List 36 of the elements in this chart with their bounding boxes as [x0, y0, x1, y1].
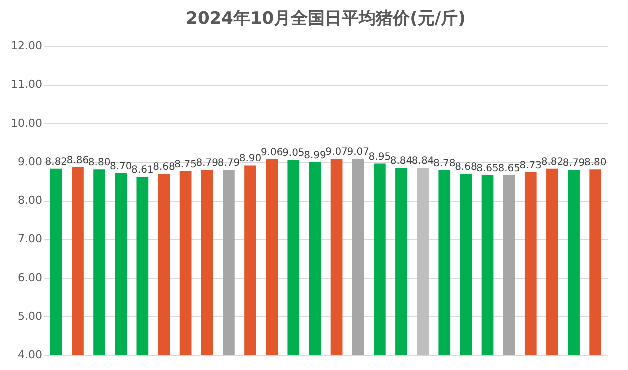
- data-label: 8.65: [476, 163, 499, 174]
- data-label: 8.82: [45, 156, 68, 168]
- data-label: 8.61: [132, 164, 154, 176]
- data-label: 8.79: [196, 158, 219, 169]
- data-label: 9.05: [282, 148, 305, 159]
- data-label: 8.86: [66, 155, 90, 166]
- data-label: 8.90: [239, 154, 262, 165]
- data-label: 9.06: [260, 148, 284, 159]
- chart-title: 2024年10月全国日平均猪价(元/斤): [186, 9, 466, 29]
- data-label: 8.79: [218, 158, 240, 169]
- data-label: 8.99: [304, 150, 326, 162]
- y-tick-label: 7.00: [18, 232, 42, 246]
- data-label: 8.80: [88, 158, 111, 169]
- y-tick-label: 6.00: [18, 271, 42, 284]
- y-tick-label: 9.00: [18, 155, 42, 168]
- data-label: 8.84: [412, 156, 434, 168]
- data-label: 8.75: [174, 160, 197, 171]
- y-tick-label: 12.00: [11, 40, 42, 52]
- y-tick-label: 10.00: [11, 116, 42, 130]
- data-label: 9.07: [347, 147, 370, 158]
- data-label: 8.73: [520, 160, 542, 172]
- data-label: 8.70: [110, 161, 132, 172]
- y-tick-label: 8.00: [18, 194, 42, 207]
- data-label: 8.68: [153, 162, 176, 174]
- data-label: 8.95: [368, 152, 392, 163]
- data-label: 8.65: [498, 163, 520, 174]
- data-label: 8.68: [455, 162, 478, 174]
- data-label: 8.84: [390, 156, 413, 168]
- data-label: 8.79: [562, 158, 586, 169]
- data-label: 8.78: [433, 158, 456, 170]
- y-tick-label: 5.00: [18, 310, 42, 323]
- y-tick-label: 11.00: [11, 78, 42, 92]
- data-label: 8.80: [584, 158, 607, 169]
- data-label: 9.07: [326, 147, 348, 158]
- y-tick-label: 4.00: [18, 348, 42, 362]
- data-label: 8.82: [541, 156, 564, 168]
